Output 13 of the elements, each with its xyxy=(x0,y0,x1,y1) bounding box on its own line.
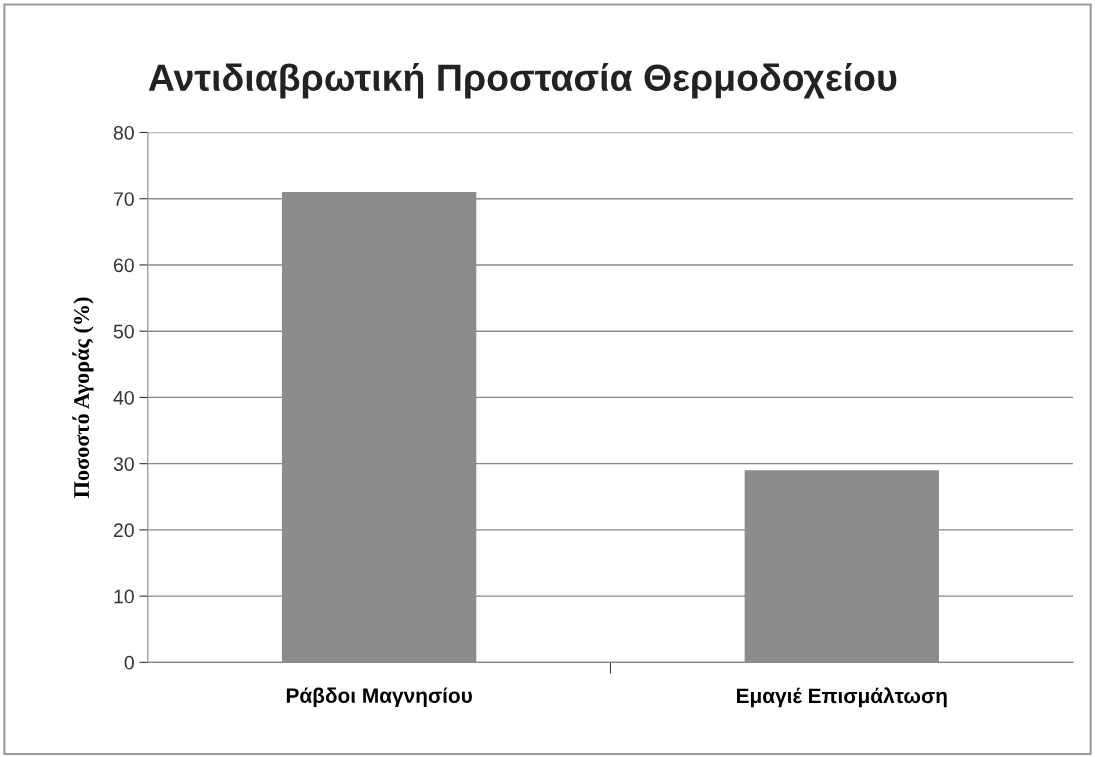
x-tick-label: Εμαγιέ Επισμάλτωση xyxy=(737,687,947,708)
y-axis-title: Ποσοστό Αγοράς (%) xyxy=(72,297,94,498)
y-tick-label: 80 xyxy=(113,125,134,140)
y-tick-label: 30 xyxy=(113,457,134,471)
y-tick-label: 20 xyxy=(113,523,134,538)
x-tick-label: Ράβδοι Μαγνησίου xyxy=(286,687,472,708)
y-tick-label: 70 xyxy=(114,192,134,206)
y-tick-label: 50 xyxy=(113,324,134,339)
chart-title: Αντιδιαβρωτική Προστασία Θερμοδοχείου xyxy=(148,63,897,99)
y-tick-label: 40 xyxy=(113,390,134,405)
y-tick-label: 10 xyxy=(114,589,134,604)
y-tick-label: 0 xyxy=(124,655,134,670)
y-tick-label: 60 xyxy=(113,258,134,273)
